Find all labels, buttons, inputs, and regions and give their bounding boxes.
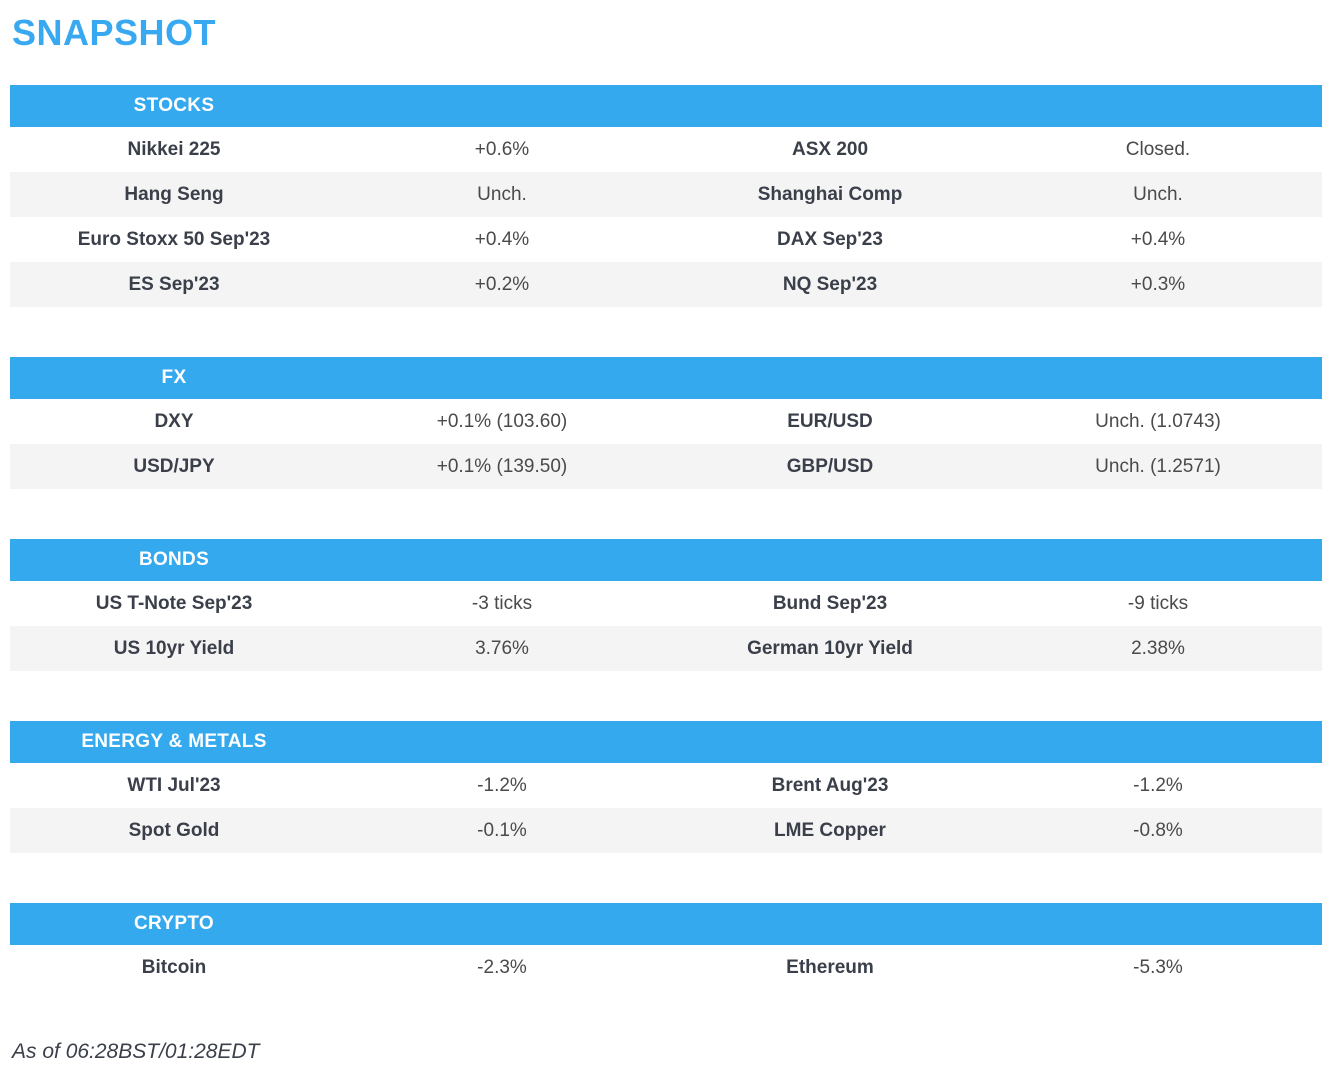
instrument-value: Unch. (1.2571) bbox=[1095, 455, 1221, 477]
instrument-name: German 10yr Yield bbox=[747, 637, 913, 659]
energy-metals-table: ENERGY & METALS WTI Jul'23 -1.2% Brent A… bbox=[10, 721, 1322, 853]
section-title: ENERGY & METALS bbox=[81, 731, 267, 752]
instrument-name: DAX Sep'23 bbox=[777, 228, 883, 250]
instrument-value: -9 ticks bbox=[1127, 592, 1189, 614]
instrument-value: -0.1% bbox=[477, 819, 527, 841]
fx-header: FX bbox=[10, 357, 1322, 399]
instrument-name: Euro Stoxx 50 Sep'23 bbox=[77, 228, 271, 250]
instrument-name: GBP/USD bbox=[786, 455, 874, 477]
table-row: Hang Seng Unch. Shanghai Comp Unch. bbox=[10, 172, 1322, 217]
instrument-name: LME Copper bbox=[774, 819, 886, 841]
table-row: US 10yr Yield 3.76% German 10yr Yield 2.… bbox=[10, 626, 1322, 671]
instrument-name: US 10yr Yield bbox=[113, 637, 235, 659]
instrument-name: WTI Jul'23 bbox=[127, 774, 221, 796]
table-row: Spot Gold -0.1% LME Copper -0.8% bbox=[10, 808, 1322, 853]
instrument-name: ASX 200 bbox=[791, 138, 869, 160]
instrument-value: -0.8% bbox=[1133, 819, 1183, 841]
instrument-name: Hang Seng bbox=[124, 183, 224, 205]
table-row: US T-Note Sep'23 -3 ticks Bund Sep'23 -9… bbox=[10, 581, 1322, 626]
bonds-header: BONDS bbox=[10, 539, 1322, 581]
instrument-value: 3.76% bbox=[475, 637, 529, 659]
instrument-value: -1.2% bbox=[477, 774, 527, 796]
table-row: Euro Stoxx 50 Sep'23 +0.4% DAX Sep'23 +0… bbox=[10, 217, 1322, 262]
table-row: Nikkei 225 +0.6% ASX 200 Closed. bbox=[10, 127, 1322, 172]
instrument-name: Nikkei 225 bbox=[127, 138, 221, 160]
instrument-value: +0.3% bbox=[1130, 273, 1186, 295]
instrument-name: EUR/USD bbox=[787, 410, 873, 432]
instrument-value: +0.4% bbox=[474, 228, 530, 250]
instrument-name: Bitcoin bbox=[141, 956, 207, 978]
instrument-value: +0.6% bbox=[474, 138, 530, 160]
energy-metals-header: ENERGY & METALS bbox=[10, 721, 1322, 763]
crypto-table: CRYPTO Bitcoin -2.3% Ethereum -5.3% bbox=[10, 903, 1322, 990]
instrument-value: -2.3% bbox=[477, 956, 527, 978]
section-title: STOCKS bbox=[133, 95, 215, 116]
instrument-name: Bund Sep'23 bbox=[772, 592, 888, 614]
instrument-name: ES Sep'23 bbox=[128, 273, 220, 295]
stocks-table: STOCKS Nikkei 225 +0.6% ASX 200 Closed. … bbox=[10, 85, 1322, 307]
instrument-value: -3 ticks bbox=[471, 592, 533, 614]
table-row: USD/JPY +0.1% (139.50) GBP/USD Unch. (1.… bbox=[10, 444, 1322, 489]
section-title: FX bbox=[161, 367, 187, 388]
bonds-table: BONDS US T-Note Sep'23 -3 ticks Bund Sep… bbox=[10, 539, 1322, 671]
instrument-value: Unch. (1.0743) bbox=[1095, 410, 1221, 432]
instrument-value: -1.2% bbox=[1133, 774, 1183, 796]
table-row: WTI Jul'23 -1.2% Brent Aug'23 -1.2% bbox=[10, 763, 1322, 808]
instrument-value: 2.38% bbox=[1131, 637, 1185, 659]
instrument-value: Unch. bbox=[477, 183, 527, 205]
instrument-value: Closed. bbox=[1125, 138, 1191, 160]
instrument-value: +0.1% (139.50) bbox=[436, 455, 568, 477]
section-title: BONDS bbox=[138, 549, 210, 570]
instrument-name: DXY bbox=[154, 410, 194, 432]
instrument-name: Shanghai Comp bbox=[757, 183, 903, 205]
stocks-header: STOCKS bbox=[10, 85, 1322, 127]
instrument-name: NQ Sep'23 bbox=[782, 273, 878, 295]
table-row: ES Sep'23 +0.2% NQ Sep'23 +0.3% bbox=[10, 262, 1322, 307]
instrument-name: Ethereum bbox=[786, 956, 874, 978]
crypto-header: CRYPTO bbox=[10, 903, 1322, 945]
timestamp-note: As of 06:28BST/01:28EDT bbox=[12, 1040, 260, 1063]
instrument-value: -5.3% bbox=[1133, 956, 1183, 978]
table-row: DXY +0.1% (103.60) EUR/USD Unch. (1.0743… bbox=[10, 399, 1322, 444]
fx-table: FX DXY +0.1% (103.60) EUR/USD Unch. (1.0… bbox=[10, 357, 1322, 489]
table-row: Bitcoin -2.3% Ethereum -5.3% bbox=[10, 945, 1322, 990]
section-title: CRYPTO bbox=[134, 913, 214, 934]
instrument-value: +0.2% bbox=[474, 273, 530, 295]
page-title: SNAPSHOT bbox=[12, 12, 217, 53]
instrument-value: +0.1% (103.60) bbox=[436, 410, 568, 432]
instrument-name: Spot Gold bbox=[128, 819, 220, 841]
instrument-name: Brent Aug'23 bbox=[771, 774, 889, 796]
instrument-value: Unch. bbox=[1133, 183, 1183, 205]
instrument-value: +0.4% bbox=[1130, 228, 1186, 250]
instrument-name: US T-Note Sep'23 bbox=[95, 592, 253, 614]
instrument-name: USD/JPY bbox=[133, 455, 215, 477]
